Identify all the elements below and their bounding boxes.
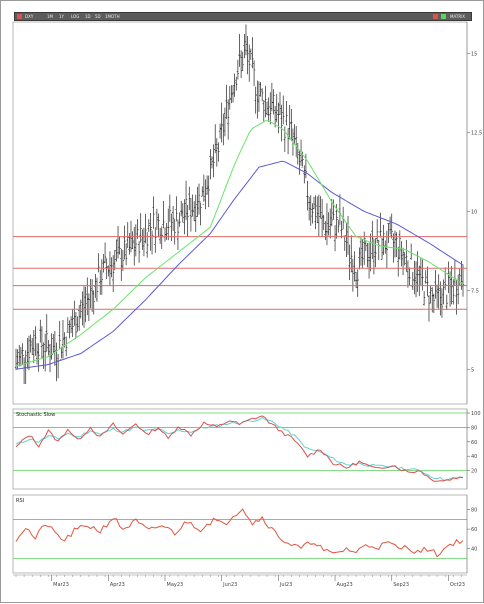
price-y-tick-4: 7.5 bbox=[471, 288, 479, 294]
toolbar-item-5[interactable]: 5D bbox=[95, 14, 101, 19]
stochastic-k-line bbox=[15, 415, 464, 482]
price-pane: 15 12.5 10 7.5 5 bbox=[12, 21, 482, 405]
rsi-pane: RSI 80 60 40 bbox=[12, 494, 477, 574]
rsi-title: RSI bbox=[16, 498, 24, 504]
toolbar-item-4[interactable]: 1D bbox=[85, 14, 91, 19]
x-axis-label-1: Mar23 bbox=[53, 582, 69, 588]
stochastic-pane: Stochastic Slow 100 80 60 40 20 bbox=[12, 408, 481, 490]
x-axis-label-8: Oct23 bbox=[450, 582, 465, 588]
rsi-line bbox=[15, 508, 464, 558]
stochastic-y-tick-3: 60 bbox=[471, 440, 477, 446]
stochastic-y-tick-1: 100 bbox=[471, 411, 481, 417]
rsi-y-tick-3: 40 bbox=[471, 547, 477, 553]
price-y-tick-2: 12.5 bbox=[471, 130, 482, 136]
stochastic-y-tick-2: 80 bbox=[471, 425, 477, 431]
toolbar-grid-icon[interactable] bbox=[441, 14, 446, 19]
x-axis-label-2: Apr23 bbox=[110, 582, 125, 588]
x-axis-label-5: Jul23 bbox=[279, 582, 292, 588]
x-axis-label-4: Jun23 bbox=[222, 582, 237, 588]
rsi-frame bbox=[12, 494, 468, 574]
stochastic-title: Stochastic Slow bbox=[16, 412, 55, 418]
x-axis-label-7: Sep23 bbox=[393, 582, 409, 588]
fast-moving-average-line bbox=[15, 120, 464, 367]
rsi-y-tick-1: 80 bbox=[471, 508, 477, 514]
price-bars bbox=[14, 24, 465, 385]
x-axis-label-3: May23 bbox=[167, 582, 184, 588]
price-frame bbox=[12, 21, 468, 405]
toolbar-item-2[interactable]: 1Y bbox=[59, 14, 64, 19]
stochastic-frame bbox=[12, 408, 468, 490]
price-y-tick-1: 15 bbox=[471, 52, 477, 58]
slow-moving-average-line bbox=[15, 160, 464, 370]
toolbar-item-3[interactable]: LOG bbox=[71, 14, 80, 19]
toolbar-toggle-icon[interactable] bbox=[17, 14, 22, 19]
stochastic-y-tick-4: 40 bbox=[471, 454, 477, 460]
toolbar-color-icon[interactable] bbox=[433, 14, 438, 19]
toolbar-item-6[interactable]: 1MOTH bbox=[105, 14, 120, 19]
price-y-tick-3: 10 bbox=[471, 209, 477, 215]
stochastic-y-tick-5: 20 bbox=[471, 469, 477, 475]
toolbar-item-1[interactable]: 1M bbox=[47, 14, 53, 19]
toolbar-right-label[interactable]: MATRIX bbox=[450, 14, 466, 19]
rsi-y-tick-2: 60 bbox=[471, 527, 477, 533]
price-y-tick-5: 5 bbox=[471, 367, 474, 373]
chart-toolbar: DXY 1M 1Y LOG 1D 5D 1MOTH MATRIX bbox=[14, 12, 472, 21]
x-axis-label-6: Aug23 bbox=[337, 582, 353, 588]
toolbar-symbol[interactable]: DXY bbox=[25, 14, 34, 19]
x-axis: Mar23 Apr23 May23 Jun23 Jul23 Aug23 Sep23 Oct23 bbox=[13, 574, 467, 588]
